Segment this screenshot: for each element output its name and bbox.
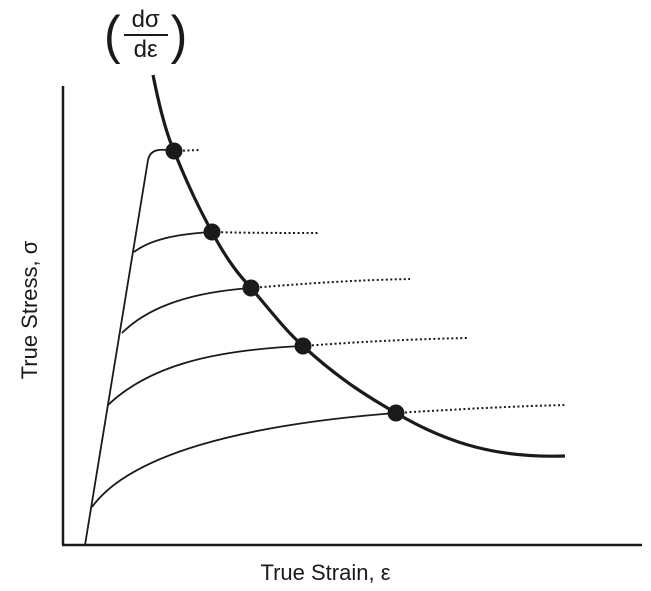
x-axis-label: True Strain, ε bbox=[260, 560, 391, 585]
intersection-point-2 bbox=[203, 223, 221, 241]
flow-curve-4 bbox=[107, 345, 304, 406]
intersection-point-3 bbox=[242, 279, 260, 297]
hardening-rate-curve bbox=[151, 74, 566, 458]
y-axis-label: True Stress, σ bbox=[17, 240, 42, 380]
flow-extension-3 bbox=[250, 278, 411, 289]
flow-curve-5 bbox=[91, 412, 397, 508]
elastic-line bbox=[84, 159, 149, 546]
fraction-denominator: dε bbox=[133, 36, 158, 63]
intersection-point-1 bbox=[165, 142, 183, 160]
fraction: dσ dε bbox=[123, 6, 168, 63]
flow-extension-2 bbox=[211, 231, 319, 234]
flow-extension-5 bbox=[395, 404, 567, 414]
flow-curve-2 bbox=[133, 231, 213, 253]
right-paren: ) bbox=[170, 5, 188, 65]
fraction-bar bbox=[123, 34, 168, 36]
flow-extension-4 bbox=[302, 337, 468, 347]
left-paren: ( bbox=[104, 5, 121, 65]
intersection-point-5 bbox=[387, 404, 405, 422]
fraction-numerator: dσ bbox=[131, 6, 160, 33]
hardening-rate-label: ( dσ dε ) bbox=[104, 4, 187, 66]
flow-curve-3 bbox=[121, 287, 252, 334]
intersection-point-4 bbox=[294, 337, 312, 355]
